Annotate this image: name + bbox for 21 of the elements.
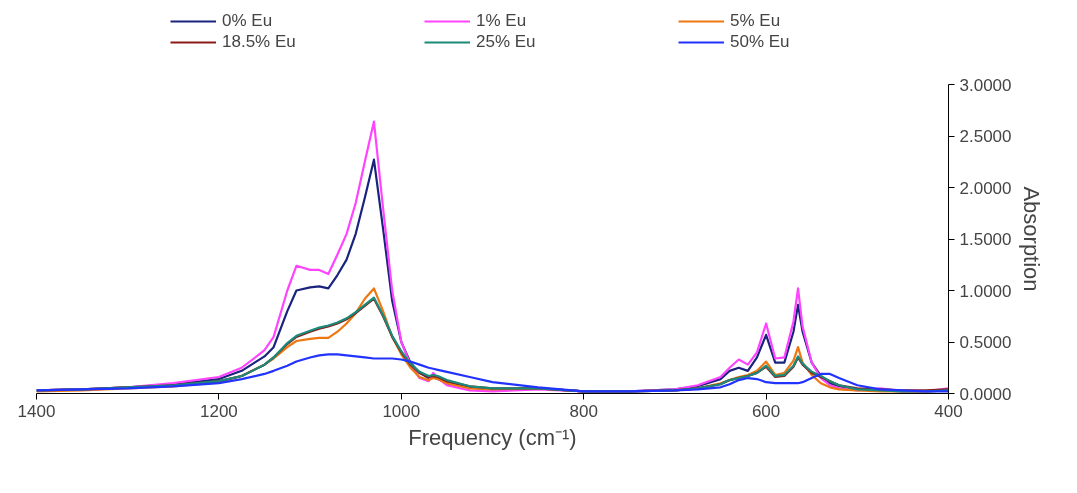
y-tick-label: 1.5000 bbox=[959, 230, 1012, 249]
x-axis-title: Frequency (cm⁻¹) bbox=[408, 424, 577, 450]
y-tick-label: 0.0000 bbox=[959, 384, 1012, 404]
y-axis-title: Absorption bbox=[1019, 186, 1045, 292]
legend-label: 25% Eu bbox=[476, 32, 537, 52]
x-tick-label: 600 bbox=[751, 401, 781, 421]
y-tick-label: 0.5000 bbox=[959, 333, 1012, 352]
legend-label: 1% Eu bbox=[476, 11, 528, 31]
x-tick-label: 1400 bbox=[17, 401, 56, 421]
legend-label: 18.5% Eu bbox=[222, 32, 297, 52]
x-tick-label: 1200 bbox=[199, 401, 238, 421]
y-tick-label: 2.5000 bbox=[959, 127, 1012, 146]
y-tick-label: 1.0000 bbox=[959, 281, 1012, 301]
x-tick-label: 800 bbox=[569, 401, 598, 421]
legend-label: 0% Eu bbox=[222, 11, 274, 31]
y-tick-label: 3.0000 bbox=[959, 75, 1012, 95]
legend-label: 5% Eu bbox=[730, 11, 782, 31]
y-tick-label: 2.0000 bbox=[959, 178, 1012, 198]
x-tick-label: 1000 bbox=[382, 401, 421, 421]
legend-label: 50% Eu bbox=[730, 32, 791, 52]
x-tick-label: 400 bbox=[934, 401, 963, 421]
